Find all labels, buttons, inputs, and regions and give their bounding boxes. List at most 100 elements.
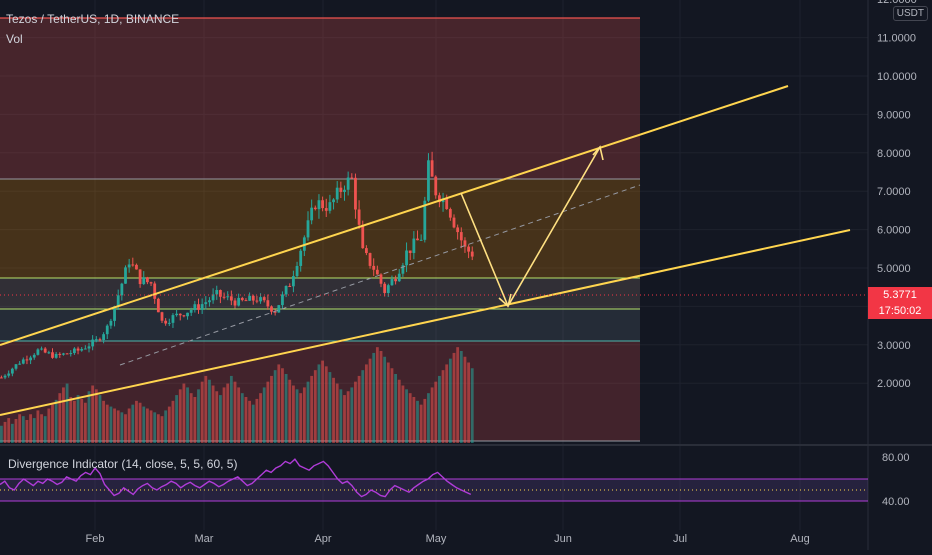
volume-bar bbox=[229, 375, 233, 443]
candle-body bbox=[76, 348, 80, 351]
volume-bar bbox=[470, 368, 474, 443]
volume-bar bbox=[302, 387, 306, 443]
candle-body bbox=[357, 209, 361, 225]
volume-bar bbox=[438, 375, 441, 443]
currency-badge[interactable]: USDT bbox=[892, 6, 928, 21]
candle-body bbox=[394, 279, 397, 282]
volume-bar bbox=[375, 347, 379, 443]
countdown-tag: 17:50:02 bbox=[868, 303, 932, 319]
candle-body bbox=[7, 373, 11, 376]
projection-down-arrow-head bbox=[498, 293, 512, 308]
volume-bar bbox=[32, 418, 36, 443]
volume-bar bbox=[69, 397, 73, 443]
volume-bar bbox=[3, 421, 7, 443]
candle-body bbox=[229, 296, 233, 301]
candles bbox=[0, 151, 474, 380]
candle-body bbox=[434, 176, 438, 196]
y-tick-label: 9.0000 bbox=[877, 109, 911, 121]
volume-bar bbox=[354, 381, 357, 443]
candle-body bbox=[211, 294, 215, 301]
y-tick-label: 2.0000 bbox=[877, 378, 911, 390]
candle-body bbox=[284, 285, 288, 295]
candle-body bbox=[313, 207, 317, 210]
volume-bar bbox=[284, 374, 288, 443]
candle-body bbox=[299, 250, 303, 266]
candle-body bbox=[193, 304, 197, 311]
y-tick-label: 12.0000 bbox=[877, 0, 917, 6]
volume-bar bbox=[87, 391, 91, 443]
volume-bar bbox=[397, 379, 401, 443]
candle-body bbox=[127, 264, 131, 268]
y-tick-label: 8.0000 bbox=[877, 148, 911, 160]
candle-body bbox=[51, 352, 54, 358]
volume-bar bbox=[36, 410, 40, 443]
volume-bar bbox=[138, 402, 142, 443]
volume-bar bbox=[116, 410, 120, 443]
volume-bar bbox=[18, 414, 22, 443]
price-axis[interactable]: 13.000012.000011.000010.00009.00008.0000… bbox=[877, 0, 917, 390]
oscillator-line bbox=[0, 458, 472, 498]
oscillator-axis: 80.00 40.00 bbox=[882, 452, 910, 508]
candle-body bbox=[146, 277, 149, 283]
volume-bar bbox=[416, 400, 419, 443]
candle-body bbox=[69, 353, 73, 355]
candle-body bbox=[171, 315, 175, 323]
candle-body bbox=[463, 240, 467, 247]
volume-bar bbox=[408, 393, 412, 443]
candle-body bbox=[445, 198, 449, 210]
volume-bar bbox=[204, 375, 208, 443]
y-tick-label: 6.0000 bbox=[877, 225, 911, 237]
volume-bar bbox=[456, 347, 460, 443]
volume-bar bbox=[361, 370, 365, 443]
volume-bar bbox=[98, 395, 102, 443]
volume-bar bbox=[29, 414, 32, 443]
volume-bar bbox=[160, 416, 164, 443]
volume-bar bbox=[40, 414, 43, 443]
volume-bar bbox=[193, 397, 197, 443]
volume-bar bbox=[321, 360, 324, 443]
volume-bar bbox=[197, 389, 200, 443]
candle-body bbox=[94, 339, 98, 341]
zone-top bbox=[0, 18, 640, 179]
y-tick-label: 11.0000 bbox=[877, 33, 916, 45]
candle-body bbox=[14, 364, 18, 369]
candle-body bbox=[240, 297, 244, 301]
candle-body bbox=[328, 202, 332, 211]
volume-bar bbox=[332, 377, 335, 443]
candle-body bbox=[350, 177, 354, 179]
volume-bar bbox=[62, 387, 65, 443]
volume-bar bbox=[219, 395, 222, 443]
channel-lower-line[interactable] bbox=[0, 229, 851, 416]
candle-body bbox=[124, 267, 127, 284]
projection-arrow-head bbox=[592, 145, 604, 161]
volume-bar bbox=[277, 364, 281, 443]
volume-bar bbox=[222, 387, 226, 443]
volume-legend[interactable]: Vol bbox=[6, 32, 23, 46]
osc-tick-label: 80.00 bbox=[882, 452, 910, 464]
candle-body bbox=[98, 339, 102, 341]
x-tick-label: Jul bbox=[673, 533, 687, 545]
candle-body bbox=[113, 306, 116, 321]
volume-bar bbox=[21, 416, 25, 443]
volume-bar bbox=[182, 383, 186, 443]
candle-body bbox=[354, 177, 357, 210]
time-axis[interactable]: Feb Mar Apr May Jun Jul Aug bbox=[86, 533, 810, 545]
y-tick-label: 10.0000 bbox=[877, 71, 917, 83]
candle-body bbox=[135, 264, 138, 270]
candle-body bbox=[102, 334, 105, 341]
volume-bar bbox=[14, 419, 18, 443]
candle-body bbox=[456, 227, 460, 233]
candle-body bbox=[412, 238, 416, 254]
candle-body bbox=[62, 353, 65, 355]
indicator-legend[interactable]: Divergence Indicator (14, close, 5, 5, 6… bbox=[8, 457, 238, 471]
symbol-legend[interactable]: Tezos / TetherUS, 1D, BINANCE bbox=[6, 12, 180, 26]
channel-upper-line[interactable] bbox=[0, 85, 789, 346]
volume-bar bbox=[405, 389, 408, 443]
volume-bar bbox=[65, 383, 69, 443]
candle-body bbox=[273, 311, 277, 313]
x-tick-label: Aug bbox=[790, 533, 810, 545]
candle-body bbox=[0, 377, 3, 379]
